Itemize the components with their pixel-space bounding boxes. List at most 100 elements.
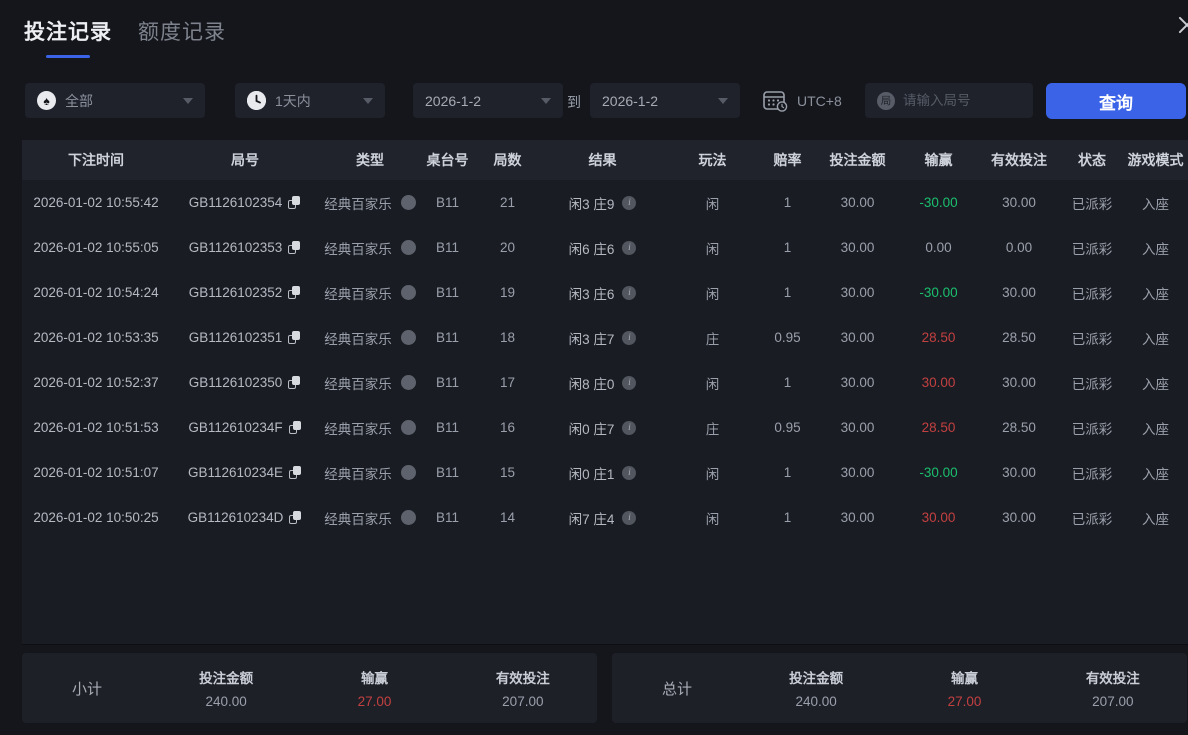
odds-cell: 1 xyxy=(783,465,792,480)
info-icon[interactable]: i xyxy=(622,375,637,390)
odds-cell: 1 xyxy=(783,285,792,300)
copy-icon[interactable] xyxy=(288,465,302,480)
winloss-cell: -30.00 xyxy=(919,285,958,300)
round-search-input[interactable] xyxy=(903,93,1013,108)
play-cell: 庄 xyxy=(705,331,720,347)
col-winloss: 输赢 xyxy=(924,152,953,168)
result-text: 闲7 庄4 xyxy=(568,511,615,527)
info-icon[interactable]: i xyxy=(622,240,637,255)
copy-icon[interactable] xyxy=(287,195,301,210)
round-id-cell: GB112610234D xyxy=(170,510,320,525)
play-cell: 闲 xyxy=(705,511,720,527)
bet-amount-cell: 30.00 xyxy=(840,285,875,300)
table-row[interactable]: 2026-01-02 10:54:24 GB1126102352 经典百家乐 B… xyxy=(22,270,1188,315)
valid-bet-cell: 0.00 xyxy=(1005,240,1033,255)
col-status: 状态 xyxy=(1078,152,1106,168)
status-cell: 已派彩 xyxy=(1071,511,1113,527)
col-game-type: 类型 xyxy=(356,152,384,168)
query-button[interactable]: 查询 xyxy=(1046,83,1186,119)
table-row[interactable]: 2026-01-02 10:50:25 GB112610234D 经典百家乐 B… xyxy=(22,495,1188,540)
result-cell: 闲7 庄4 i xyxy=(540,508,665,528)
game-type-text: 经典百家乐 xyxy=(324,331,392,347)
total-label: 总计 xyxy=(661,680,692,698)
result-text: 闲3 庄7 xyxy=(568,331,615,347)
info-icon[interactable]: i xyxy=(622,330,637,345)
copy-icon[interactable] xyxy=(288,420,302,435)
status-cell: 已派彩 xyxy=(1071,241,1113,257)
game-circle-icon[interactable] xyxy=(400,375,416,390)
tab-quota-records[interactable]: 额度记录 xyxy=(138,16,226,58)
game-type-text: 经典百家乐 xyxy=(324,421,392,437)
info-icon[interactable]: i xyxy=(622,510,637,525)
result-text: 闲0 庄7 xyxy=(568,421,615,437)
bet-amount-cell: 30.00 xyxy=(840,240,875,255)
info-icon[interactable]: i xyxy=(622,195,637,210)
copy-icon[interactable] xyxy=(287,285,301,300)
table-row[interactable]: 2026-01-02 10:55:05 GB1126102353 经典百家乐 B… xyxy=(22,225,1188,270)
bet-time-cell: 2026-01-02 10:50:25 xyxy=(33,510,159,525)
spade-icon: ♠ xyxy=(37,91,56,110)
result-cell: 闲0 庄7 i xyxy=(540,418,665,438)
round-no-cell: 18 xyxy=(499,330,516,345)
game-mode-cell: 入座 xyxy=(1142,196,1169,212)
table-body: 2026-01-02 10:55:42 GB1126102354 经典百家乐 B… xyxy=(22,180,1188,540)
table-row[interactable]: 2026-01-02 10:52:37 GB1126102350 经典百家乐 B… xyxy=(22,360,1188,405)
table-row[interactable]: 2026-01-02 10:53:35 GB1126102351 经典百家乐 B… xyxy=(22,315,1188,360)
result-text: 闲0 庄1 xyxy=(568,466,615,482)
winloss-cell: -30.00 xyxy=(919,465,958,480)
subtotal-winloss: 输赢 27.00 xyxy=(357,671,392,709)
info-icon[interactable]: i xyxy=(622,285,637,300)
subtotal-label: 小计 xyxy=(71,680,102,698)
result-text: 闲6 庄6 xyxy=(568,241,615,257)
tab-label: 额度记录 xyxy=(138,21,226,44)
game-circle-icon[interactable] xyxy=(400,195,416,210)
result-text: 闲3 庄9 xyxy=(568,196,615,212)
tab-bet-records[interactable]: 投注记录 xyxy=(24,16,112,58)
copy-icon[interactable] xyxy=(288,510,302,525)
game-circle-icon[interactable] xyxy=(400,285,416,300)
subtotal-box: 小计 投注金额 240.00 输赢 27.00 有效投注 207.00 xyxy=(22,653,597,723)
winloss-cell: 0.00 xyxy=(925,240,952,255)
date-from-value: 2026-1-2 xyxy=(425,92,482,109)
copy-icon[interactable] xyxy=(287,330,301,345)
result-cell: 闲3 庄9 i xyxy=(540,193,665,213)
round-id-text: GB112610234D xyxy=(187,510,284,525)
table-row[interactable]: 2026-01-02 10:51:07 GB112610234E 经典百家乐 B… xyxy=(22,450,1188,495)
game-circle-icon[interactable] xyxy=(400,330,416,345)
bet-time-cell: 2026-01-02 10:51:53 xyxy=(33,420,159,435)
calendar-clock-icon[interactable] xyxy=(763,89,788,112)
table-row[interactable]: 2026-01-02 10:51:53 GB112610234F 经典百家乐 B… xyxy=(22,405,1188,450)
copy-icon[interactable] xyxy=(287,375,301,390)
game-circle-icon[interactable] xyxy=(400,510,416,525)
game-circle-icon[interactable] xyxy=(400,420,416,435)
game-type-cell: 经典百家乐 xyxy=(320,238,420,258)
round-no-cell: 20 xyxy=(499,240,516,255)
game-mode-cell: 入座 xyxy=(1142,286,1169,302)
game-circle-icon[interactable] xyxy=(400,465,416,480)
valid-bet-cell: 28.50 xyxy=(1002,420,1036,435)
chevron-down-icon xyxy=(363,97,373,104)
bet-amount-cell: 30.00 xyxy=(840,195,875,210)
status-cell: 已派彩 xyxy=(1071,466,1113,482)
game-type-text: 经典百家乐 xyxy=(324,241,392,257)
date-from-picker[interactable]: 2026-1-2 xyxy=(413,83,563,118)
info-icon[interactable]: i xyxy=(622,465,637,480)
round-search-box[interactable]: 局 xyxy=(865,83,1033,118)
game-circle-icon[interactable] xyxy=(400,240,416,255)
game-type-dropdown[interactable]: ♠ 全部 xyxy=(25,83,205,118)
info-icon[interactable]: i xyxy=(622,420,637,435)
time-range-dropdown[interactable]: 1天内 xyxy=(235,83,385,118)
result-cell: 闲8 庄0 i xyxy=(540,373,665,393)
play-cell: 闲 xyxy=(705,286,720,302)
copy-icon[interactable] xyxy=(287,240,301,255)
close-icon[interactable] xyxy=(1176,14,1188,36)
round-id-text: GB112610234F xyxy=(188,420,283,435)
round-id-cell: GB1126102354 xyxy=(170,195,320,210)
valid-bet-cell: 30.00 xyxy=(1002,375,1036,390)
date-to-picker[interactable]: 2026-1-2 xyxy=(590,83,740,118)
table-row[interactable]: 2026-01-02 10:55:42 GB1126102354 经典百家乐 B… xyxy=(22,180,1188,225)
round-no-cell: 19 xyxy=(499,285,516,300)
active-tab-indicator xyxy=(46,55,90,58)
bet-amount-cell: 30.00 xyxy=(840,510,875,525)
timezone-indicator: UTC+8 xyxy=(763,83,842,118)
